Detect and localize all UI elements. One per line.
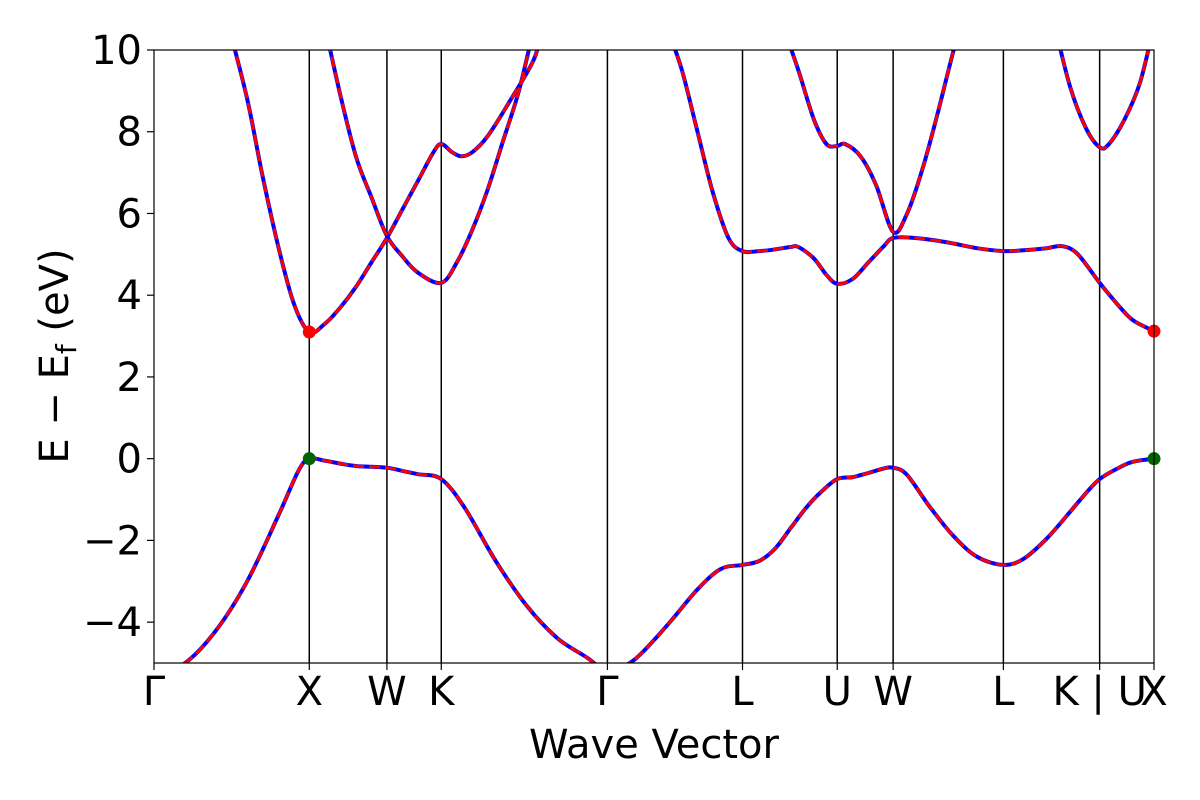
band-line bbox=[789, 50, 956, 235]
y-axis-ticks: −4 −2 0 2 4 6 8 10 bbox=[83, 28, 154, 646]
y-tick-label: −4 bbox=[83, 600, 142, 646]
x-tick-label: W bbox=[873, 669, 913, 715]
band-lines bbox=[181, 50, 1154, 663]
x-tick-label: X bbox=[1140, 669, 1167, 715]
x-tick-label: L bbox=[731, 669, 754, 715]
x-tick-label: L bbox=[992, 669, 1015, 715]
kpoint-gridlines bbox=[308, 50, 1101, 663]
x-tick-label: Γ bbox=[143, 669, 166, 715]
x-tick-label: K | U bbox=[1052, 669, 1146, 715]
y-tick-label: −2 bbox=[83, 518, 142, 564]
y-tick-label: 4 bbox=[117, 273, 142, 319]
y-tick-label: 8 bbox=[117, 110, 142, 156]
y-tick-label: 10 bbox=[91, 28, 142, 74]
extrema-markers bbox=[302, 324, 1161, 466]
band-line bbox=[789, 50, 956, 235]
y-axis-label-subscript: f bbox=[50, 343, 83, 354]
y-axis-label-main: E − E bbox=[32, 354, 78, 464]
band-line bbox=[328, 50, 531, 285]
x-tick-label: K bbox=[428, 669, 456, 715]
band-line bbox=[627, 457, 1154, 663]
band-line bbox=[1058, 50, 1150, 151]
band-line bbox=[626, 456, 1154, 663]
x-tick-label: W bbox=[367, 669, 407, 715]
x-axis-label: Wave Vector bbox=[529, 722, 780, 768]
x-tick-label: X bbox=[296, 669, 323, 715]
cbm-marker bbox=[302, 325, 316, 339]
band-line bbox=[181, 456, 598, 663]
y-axis-label-unit: (eV) bbox=[32, 248, 78, 344]
vbm-marker bbox=[302, 452, 316, 466]
y-tick-label: 2 bbox=[117, 355, 142, 401]
x-tick-label: U bbox=[823, 669, 852, 715]
y-tick-label: 6 bbox=[117, 191, 142, 237]
plot-frame bbox=[153, 49, 1155, 664]
band-line bbox=[233, 50, 539, 335]
band-line bbox=[673, 50, 1154, 333]
y-axis-label: E − Ef (eV) bbox=[32, 248, 83, 463]
band-line bbox=[1058, 50, 1151, 151]
y-tick-label: 0 bbox=[117, 437, 142, 483]
band-line bbox=[232, 50, 540, 335]
x-tick-label: Γ bbox=[596, 669, 619, 715]
band-line bbox=[182, 456, 597, 663]
band-line bbox=[673, 50, 1154, 333]
